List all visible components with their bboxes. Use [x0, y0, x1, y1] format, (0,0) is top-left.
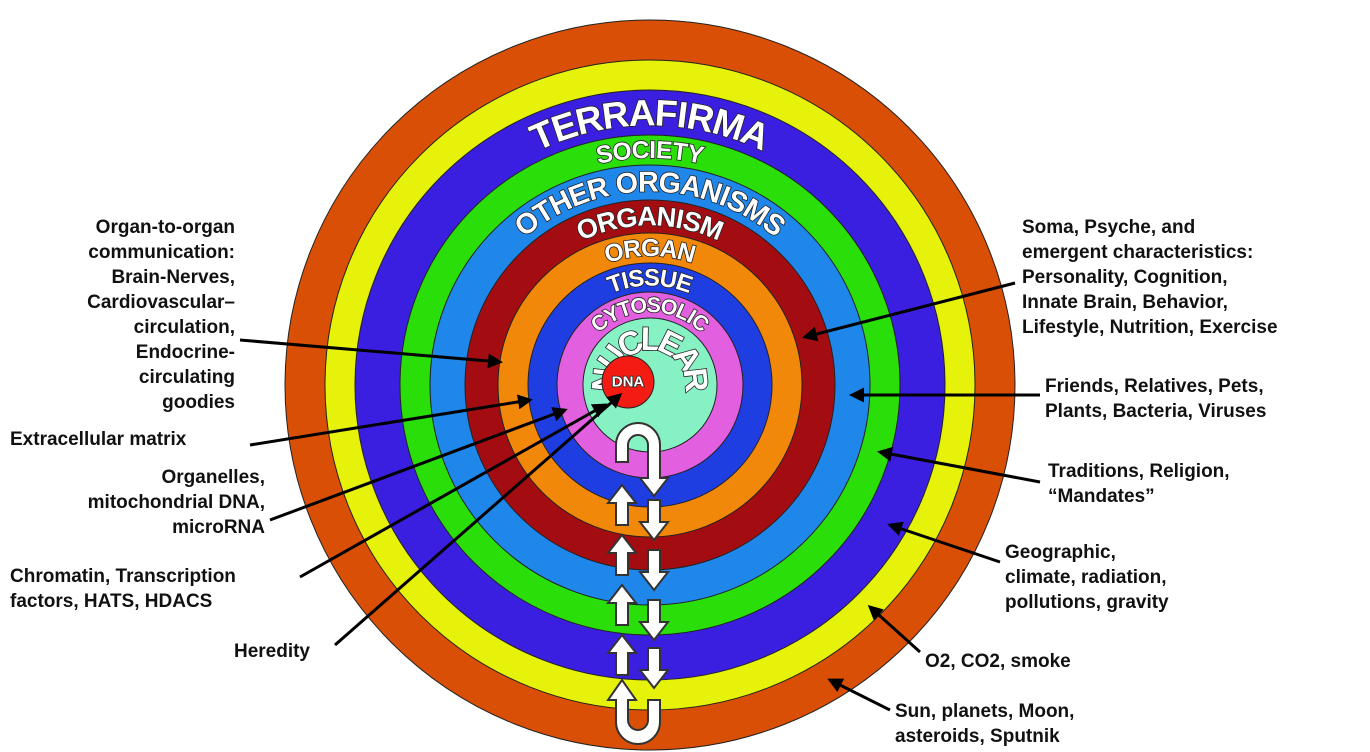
annotation-text: climate, radiation, — [1005, 567, 1167, 588]
pointer-line — [867, 604, 922, 654]
down-arrow — [637, 549, 671, 592]
pointer-line — [269, 407, 568, 522]
annotation-text: Innate Brain, Behavior, — [1022, 292, 1228, 313]
annotation-text: Soma, Psyche, and — [1022, 217, 1195, 238]
pointer-line — [887, 521, 1001, 564]
pointer-line — [249, 394, 533, 447]
annotation-text: Lifestyle, Nutrition, Exercise — [1022, 317, 1278, 338]
ring-label: ORGAN — [601, 234, 698, 268]
annotation-text: communication: — [88, 242, 235, 263]
annotation-text: Traditions, Religion, — [1048, 461, 1230, 482]
annotation-text: Plants, Bacteria, Viruses — [1045, 401, 1266, 422]
annotation-text: circulation, — [134, 317, 235, 338]
annotation-text: “Mandates” — [1048, 486, 1155, 507]
annotation-text: factors, HATS, HDACS — [10, 591, 212, 612]
up-arrow — [605, 483, 639, 526]
pointer-line — [802, 281, 1016, 342]
down-arrow — [637, 599, 671, 642]
pointer-line — [334, 393, 623, 647]
down-arrow — [637, 499, 671, 542]
center-label: DNA — [612, 374, 645, 391]
flow-arrows — [605, 422, 671, 745]
annotation-text: Geographic, — [1005, 542, 1116, 563]
annotation-text: Heredity — [234, 641, 310, 662]
pointer-line — [827, 678, 891, 712]
up-arrow — [605, 533, 639, 576]
annotation-text: Sun, planets, Moon, — [895, 701, 1074, 722]
annotation-text: Friends, Relatives, Pets, — [1045, 376, 1264, 397]
up-arrow — [605, 583, 639, 626]
ring-label-path: ORGAN — [601, 234, 700, 269]
annotation-text: asteroids, Sputnik — [895, 726, 1060, 747]
down-arrow — [637, 647, 671, 690]
annotation-text: circulating — [139, 367, 235, 388]
annotation-text: Brain-Nerves, — [111, 267, 235, 288]
pointer-line — [877, 446, 1041, 484]
annotation-text: Personality, Cognition, — [1022, 267, 1228, 288]
annotation-text: emergent characteristics: — [1022, 242, 1253, 263]
annotation-text: microRNA — [172, 517, 265, 538]
annotation-text: Endocrine- — [136, 342, 235, 363]
annotation-text: Organ-to-organ — [96, 217, 235, 238]
annotation-text: Organelles, — [162, 467, 266, 488]
annotation-text: Chromatin, Transcription — [10, 566, 236, 587]
annotation-text: O2, CO2, smoke — [925, 651, 1071, 672]
up-arrow — [605, 633, 639, 676]
annotation-text: mitochondrial DNA, — [88, 492, 265, 513]
annotation-text: Cardiovascular– — [87, 292, 235, 313]
pointer-line — [239, 338, 503, 369]
annotation-text: pollutions, gravity — [1005, 592, 1169, 613]
annotations: Organ-to-organ communication: Brain-Nerves… — [10, 217, 1278, 747]
pointer-line — [299, 403, 608, 579]
annotation-text: goodies — [162, 392, 235, 413]
annotation-text: Extracellular matrix — [10, 429, 187, 450]
